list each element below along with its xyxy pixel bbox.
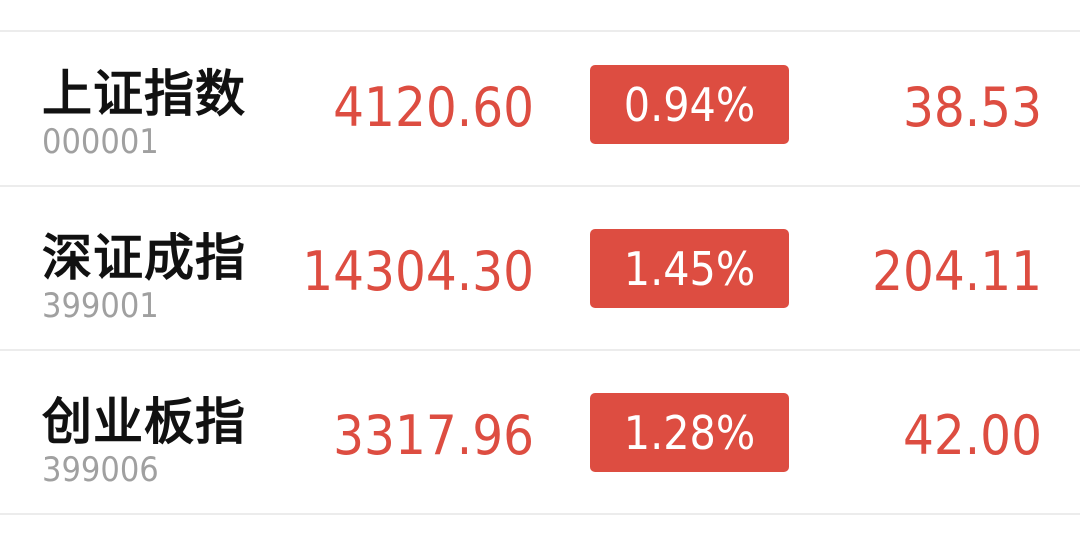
index-price: 4120.60 (333, 76, 534, 139)
index-change: 42.00 (902, 404, 1042, 467)
divider (0, 185, 1080, 187)
change-percent-badge[interactable]: 1.28% (590, 393, 789, 472)
change-percent-badge[interactable]: 0.94% (590, 65, 789, 144)
index-code: 399006 (42, 450, 159, 490)
change-percent-badge[interactable]: 1.45% (590, 229, 789, 308)
index-name: 深证成指 (42, 229, 246, 287)
index-price: 3317.96 (333, 404, 534, 467)
index-row-chinext[interactable]: 创业板指 399006 3317.96 1.28% 42.00 (0, 360, 1080, 523)
index-code: 000001 (42, 122, 159, 162)
divider (0, 30, 1080, 32)
index-change: 204.11 (872, 240, 1042, 303)
divider (0, 349, 1080, 351)
index-price: 14304.30 (302, 240, 534, 303)
index-row-sse[interactable]: 上证指数 000001 4120.60 0.94% 38.53 (0, 32, 1080, 195)
index-name: 创业板指 (42, 393, 246, 451)
index-name: 上证指数 (42, 65, 246, 123)
index-code: 399001 (42, 286, 159, 326)
divider (0, 513, 1080, 515)
index-change: 38.53 (902, 76, 1042, 139)
index-row-szse[interactable]: 深证成指 399001 14304.30 1.45% 204.11 (0, 196, 1080, 359)
